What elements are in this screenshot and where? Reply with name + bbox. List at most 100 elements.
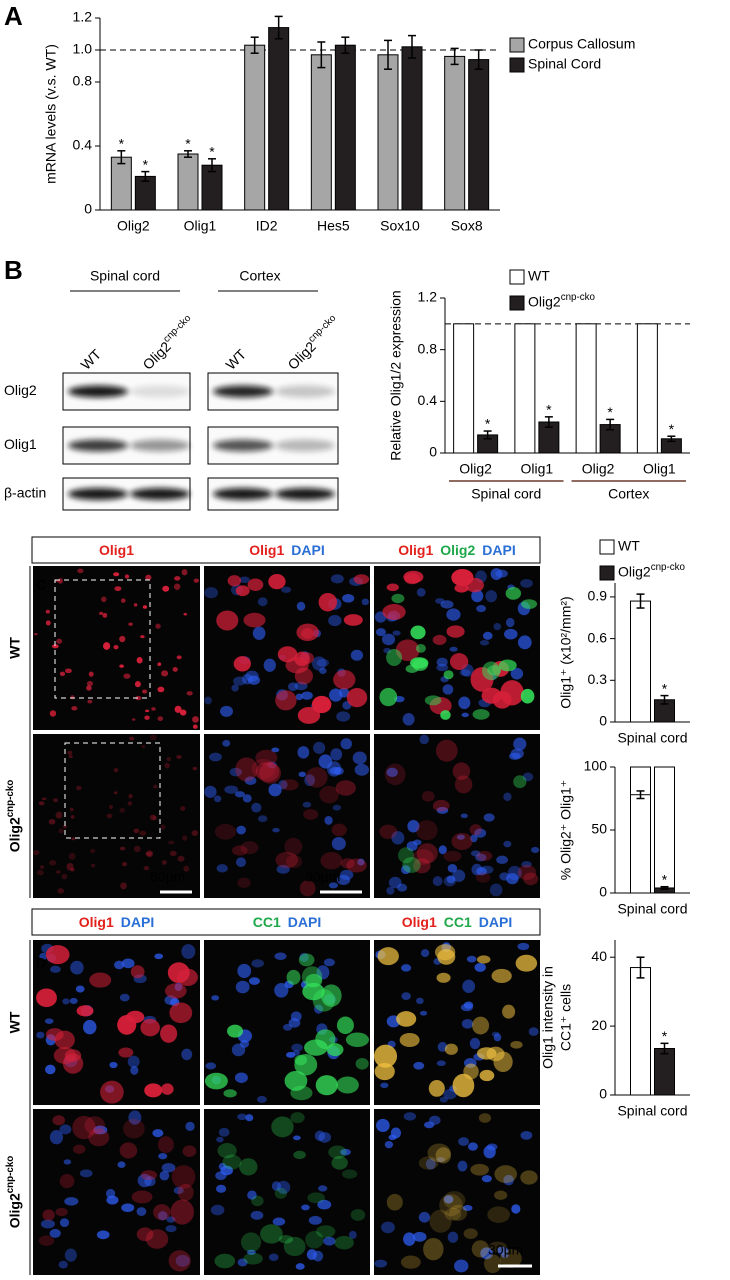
cell bbox=[155, 623, 161, 629]
significance: * bbox=[662, 680, 668, 696]
cell bbox=[418, 1211, 431, 1223]
cell bbox=[271, 1116, 294, 1138]
cell bbox=[103, 642, 111, 650]
y-tick-label: 0.9 bbox=[588, 588, 608, 604]
cell bbox=[71, 706, 78, 711]
cell bbox=[33, 850, 40, 856]
bar bbox=[453, 323, 475, 454]
cell bbox=[84, 1116, 105, 1135]
bar bbox=[177, 153, 199, 211]
cell bbox=[174, 705, 182, 713]
cell bbox=[517, 942, 530, 951]
cell bbox=[106, 813, 113, 819]
cell bbox=[145, 851, 153, 857]
legend-swatch bbox=[509, 57, 525, 73]
cell bbox=[336, 1076, 359, 1094]
cell bbox=[307, 1192, 325, 1204]
cell bbox=[38, 801, 45, 806]
legend-label: WT bbox=[618, 538, 640, 554]
cell bbox=[152, 815, 157, 821]
cell bbox=[165, 1225, 177, 1233]
cell bbox=[381, 1221, 395, 1234]
cell bbox=[294, 1054, 308, 1066]
row-label: WT bbox=[7, 637, 23, 659]
cell bbox=[328, 882, 339, 889]
cell bbox=[488, 1241, 507, 1253]
cell bbox=[256, 1095, 267, 1103]
panel-label: A bbox=[4, 1, 23, 31]
blot-header: Cortex bbox=[239, 268, 280, 284]
cell bbox=[42, 1209, 55, 1221]
cell bbox=[416, 843, 438, 864]
scale-label: 30μm bbox=[305, 869, 340, 885]
cell bbox=[140, 1170, 158, 1181]
cell bbox=[162, 585, 170, 592]
bar bbox=[636, 323, 658, 454]
cell bbox=[258, 815, 268, 823]
cell bbox=[192, 766, 198, 771]
panel-label: B bbox=[4, 255, 23, 285]
cell bbox=[487, 1206, 511, 1223]
cell bbox=[171, 1165, 196, 1189]
cell bbox=[49, 1129, 64, 1145]
header-word: Olig1 bbox=[79, 914, 114, 930]
cell bbox=[403, 570, 424, 584]
cell bbox=[386, 583, 399, 592]
cell bbox=[88, 1128, 110, 1147]
cell bbox=[388, 1134, 397, 1141]
cell bbox=[320, 852, 343, 870]
cell bbox=[420, 949, 430, 958]
cell bbox=[312, 1250, 324, 1262]
cell bbox=[73, 1144, 86, 1154]
cell bbox=[507, 865, 522, 881]
y-tick-label: 1.2 bbox=[73, 9, 93, 25]
cell bbox=[121, 1203, 135, 1212]
cell bbox=[218, 1162, 227, 1170]
cell bbox=[237, 1258, 248, 1267]
cell bbox=[99, 611, 104, 616]
cell bbox=[62, 824, 67, 829]
bar bbox=[630, 600, 651, 723]
column-header: Olig1 DAPI bbox=[249, 542, 324, 558]
cell bbox=[53, 1046, 77, 1064]
legend-swatch bbox=[509, 37, 525, 53]
cell bbox=[213, 795, 222, 803]
cell bbox=[109, 1061, 118, 1069]
cell bbox=[392, 630, 401, 636]
cell bbox=[298, 771, 306, 778]
cell bbox=[59, 1173, 75, 1189]
cell bbox=[406, 841, 418, 852]
cell bbox=[517, 864, 537, 880]
cell bbox=[496, 855, 509, 865]
cell bbox=[145, 1229, 169, 1249]
legend-swatch bbox=[599, 539, 615, 555]
cell bbox=[413, 858, 431, 874]
cell bbox=[416, 820, 438, 841]
cell bbox=[48, 819, 56, 825]
cell bbox=[481, 1175, 492, 1183]
cell bbox=[193, 578, 200, 583]
cell bbox=[243, 612, 266, 628]
cell bbox=[79, 1169, 93, 1178]
y-tick-label: 0.8 bbox=[73, 73, 93, 89]
cell bbox=[120, 882, 127, 890]
cell bbox=[500, 1249, 522, 1268]
cell bbox=[113, 572, 120, 577]
cell bbox=[349, 1230, 357, 1239]
cell bbox=[293, 1150, 306, 1160]
cell bbox=[438, 845, 447, 855]
cell bbox=[131, 1190, 153, 1204]
cell bbox=[113, 644, 119, 650]
cell bbox=[319, 667, 327, 675]
cell bbox=[235, 757, 258, 782]
cell bbox=[233, 676, 247, 686]
cell bbox=[286, 854, 303, 869]
cell bbox=[384, 1140, 394, 1149]
cell bbox=[173, 1186, 184, 1195]
header-box bbox=[31, 536, 541, 564]
cell bbox=[237, 1113, 247, 1121]
cell bbox=[286, 1051, 296, 1058]
cell bbox=[181, 944, 196, 959]
cell bbox=[211, 995, 220, 1001]
cell bbox=[119, 807, 126, 813]
